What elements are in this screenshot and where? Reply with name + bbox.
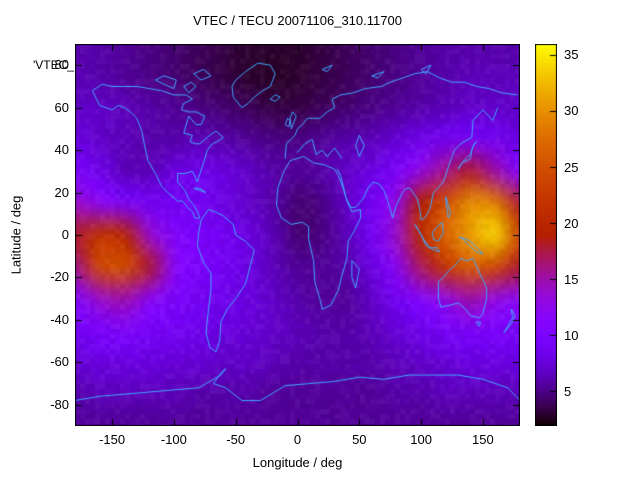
chart-title: VTEC / TECU 20071106_310.11700	[193, 13, 402, 28]
x-tick-label: 150	[472, 432, 494, 447]
y-tick-label: 0	[61, 227, 69, 242]
colorbar-tick-label: 25	[564, 159, 579, 175]
y-tick-label: -60	[50, 354, 69, 370]
y-tick-label: 60	[54, 99, 69, 115]
colorbar-tick-label: 30	[564, 103, 579, 119]
x-tick-label: -100	[160, 432, 187, 447]
colorbar-tick-label: 10	[564, 328, 579, 344]
colorbar-tick-label: 5	[564, 384, 572, 400]
y-tick-label: 80	[54, 57, 69, 73]
x-tick-label: -150	[99, 432, 126, 447]
x-tick-label: -50	[226, 432, 246, 447]
y-tick-label: -20	[50, 269, 69, 285]
colorbar-tick-label: 35	[564, 47, 579, 63]
x-axis-label: Longitude / deg	[252, 455, 343, 470]
y-tick-label: -40	[50, 311, 69, 327]
y-tick-label: 40	[54, 142, 69, 158]
key-label: 'VTEC_	[33, 58, 74, 72]
colorbar-tick-label: 20	[564, 215, 579, 231]
colorbar-canvas	[535, 44, 557, 426]
heatmap-canvas	[75, 44, 520, 426]
colorbar-tick-label: 15	[564, 271, 579, 287]
y-axis-label: Latitude / deg	[8, 195, 24, 275]
x-tick-label: 100	[410, 432, 432, 447]
x-tick-label: 0	[293, 432, 302, 447]
y-tick-label: -80	[50, 396, 69, 412]
x-tick-label: 50	[352, 432, 367, 447]
y-tick-label: 20	[54, 184, 69, 200]
